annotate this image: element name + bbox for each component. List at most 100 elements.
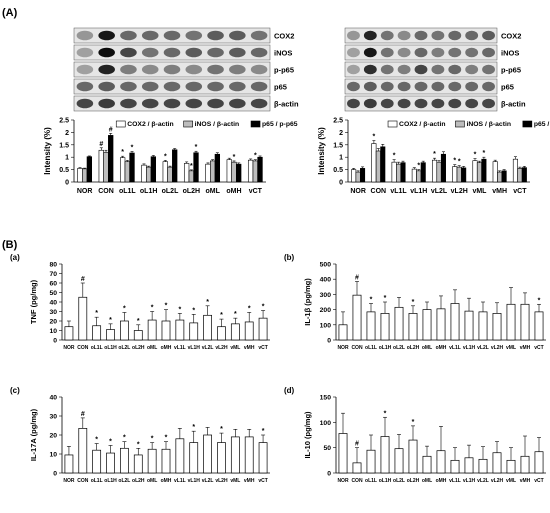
bar [380, 313, 390, 341]
bar [217, 326, 226, 341]
significance-mark: * [538, 297, 541, 304]
blot-band [465, 98, 479, 109]
bar [244, 436, 254, 474]
blot-band [414, 98, 428, 109]
x-tick-label: vL2L [477, 345, 489, 351]
x-tick-label: NOR [337, 478, 349, 484]
y-tick-label: 100 [320, 322, 332, 329]
significance-mark: * [206, 299, 209, 306]
x-tick-label: oL2H [407, 345, 420, 351]
blot-band [250, 47, 268, 58]
bar [147, 319, 157, 341]
subpanel-label: (c) [10, 386, 20, 395]
blot-band [98, 30, 115, 41]
y-tick-label: 0 [53, 338, 57, 345]
y-tick-label: 100 [320, 420, 332, 427]
chart-B-b: (b) 0 100 200 300 400 500 IL-1β (pg/mg) NOR # CON *… [284, 253, 546, 351]
blot-band [482, 64, 495, 75]
bar [371, 143, 377, 183]
figure-content: COX2 iNOS p-p65 p65 β-actin COX2 iNOS p-p65 p65 β… [10, 27, 550, 484]
y-tick-label: 500 [320, 262, 332, 269]
x-tick-label: vMH [244, 345, 255, 351]
legend-swatch [183, 120, 193, 128]
y-tick-label: 0 [327, 338, 331, 345]
blot-band [397, 81, 411, 92]
x-tick-label: oL1H [104, 478, 117, 484]
x-tick-label: NOR [77, 188, 93, 195]
y-tick-label: 300 [320, 292, 332, 299]
x-tick-label: oL2H [407, 478, 420, 484]
blot-band [229, 64, 246, 75]
significance-mark: * [474, 152, 477, 159]
blot-band [141, 47, 159, 58]
blot-band [397, 64, 411, 75]
x-tick-label: oL1H [379, 345, 392, 351]
blot-band [431, 47, 445, 58]
bar [534, 311, 544, 341]
x-tick-label: vL1L [390, 188, 407, 195]
blot-band [347, 81, 360, 92]
blot-protein-label: COX2 [274, 32, 294, 41]
blot-protein-label: iNOS [501, 49, 519, 58]
blot-band [482, 47, 495, 58]
blot-band [431, 64, 445, 75]
y-tick-label: 0.5 [59, 167, 69, 174]
chart-A-right: 0 0.5 1 1.5 2 2.5 Intensity (%) NOR CON vL1L vL1H v… [317, 118, 550, 196]
x-tick-label: NOR [350, 188, 366, 195]
y-tick-label: 1 [339, 155, 343, 162]
blot-band [363, 81, 377, 92]
bar [120, 320, 129, 341]
chart-A-left: 0 0.5 1 1.5 2 2.5 Intensity (%) NOR CON oL1L oL1H o… [43, 118, 298, 196]
y-axis-label: IL-17A (pg/mg) [29, 408, 38, 461]
bar [394, 448, 404, 474]
significance-mark: * [254, 153, 257, 160]
x-tick-label: vL2H [215, 345, 228, 351]
significance-mark: * [131, 144, 134, 151]
x-tick-label: CON [351, 478, 363, 484]
blot-band [414, 47, 428, 58]
x-tick-label: vL1L [449, 345, 461, 351]
bar [380, 146, 386, 183]
y-tick-label: 0 [327, 471, 331, 478]
bar [396, 163, 402, 183]
blot-band [185, 30, 203, 41]
x-tick-label: vL2L [477, 478, 489, 484]
bar [338, 324, 348, 341]
significance-mark: * [192, 307, 195, 314]
x-tick-label: vL1H [188, 345, 201, 351]
blot-band [98, 98, 115, 109]
y-tick-label: 2.5 [59, 118, 69, 125]
bar [82, 168, 88, 183]
bar [230, 323, 240, 341]
bar [244, 321, 254, 341]
blot-band [414, 64, 428, 75]
bar [481, 158, 487, 183]
y-tick-label: 2.5 [333, 118, 343, 125]
blot-band [482, 81, 495, 92]
significance-mark: * [195, 144, 198, 151]
bar [520, 303, 530, 341]
bar [78, 296, 88, 341]
x-tick-label: CON [98, 188, 114, 195]
blot-band [380, 30, 394, 41]
blot-band [397, 47, 411, 58]
blot-band [76, 81, 94, 92]
y-tick-label: 2 [339, 130, 343, 137]
bar [408, 313, 418, 341]
significance-mark: # [355, 274, 359, 281]
blot-band [250, 30, 268, 41]
y-axis-label: TNF (pg/mg) [29, 279, 38, 324]
legend-swatch [387, 120, 398, 128]
y-tick-label: 1 [65, 155, 69, 162]
blot-protein-label: COX2 [501, 32, 521, 41]
blot-band [431, 81, 445, 92]
significance-mark: * [178, 306, 181, 313]
significance-mark: * [95, 437, 98, 444]
bar [217, 442, 226, 474]
bar [366, 449, 376, 474]
bar [141, 164, 147, 183]
x-tick-label: vCT [534, 345, 543, 351]
significance-mark: * [483, 150, 486, 157]
y-tick-label: 40 [49, 395, 57, 402]
x-tick-label: oMH [436, 345, 447, 351]
